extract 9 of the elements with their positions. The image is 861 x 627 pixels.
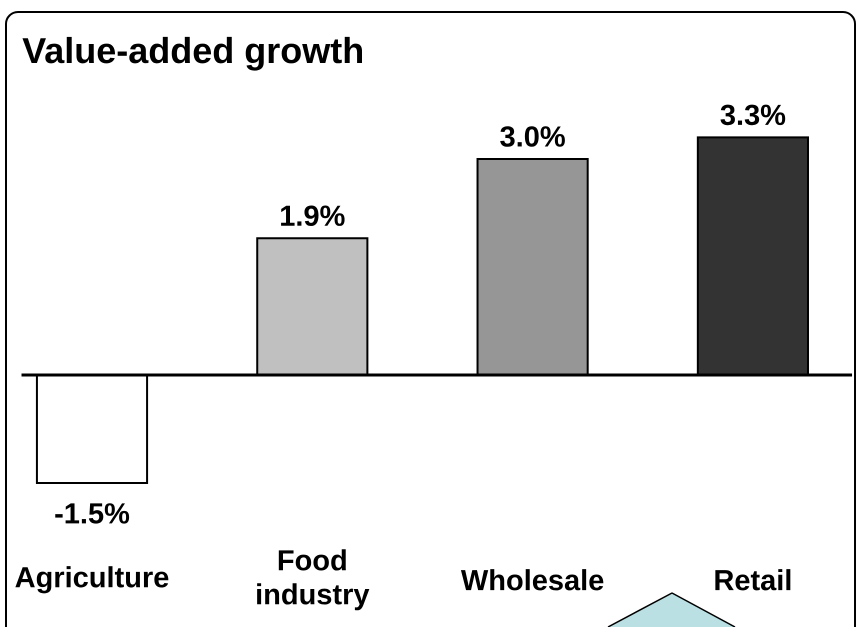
data-label: 1.9% (281, 205, 345, 226)
x-tick-label: Agriculture (15, 566, 168, 594)
data-label: -1.5% (55, 503, 130, 524)
data-label: 3.3% (720, 104, 786, 126)
x-tick-label: Food industry (257, 549, 370, 610)
x-tick-label: Wholesale (460, 569, 604, 590)
data-label: 3.0% (500, 126, 565, 147)
chart-title: Value-added growth (22, 36, 362, 71)
x-tick-label: Retail (715, 569, 790, 590)
